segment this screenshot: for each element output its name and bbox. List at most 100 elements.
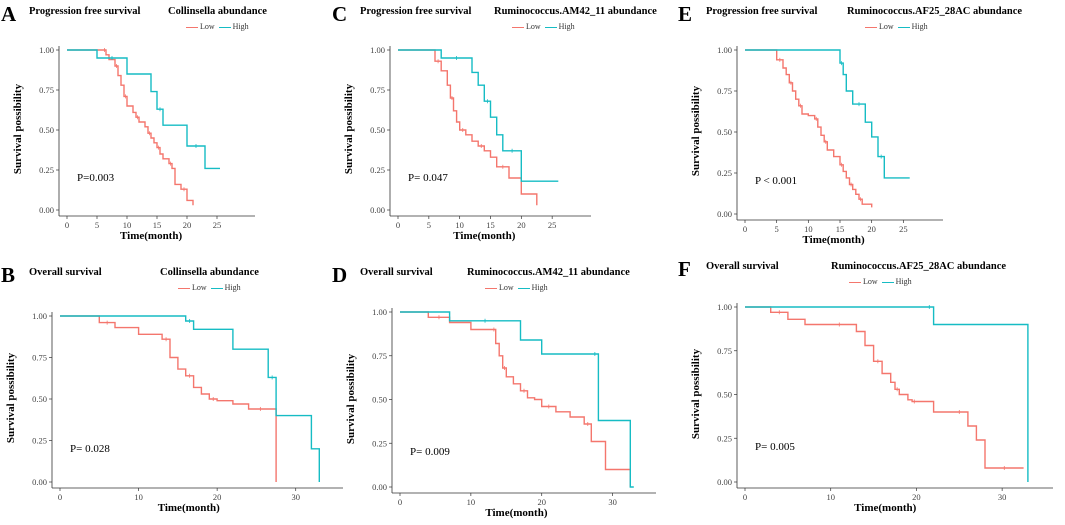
legend-label-high: High [531,283,548,292]
y-tick-label: 0.75 [372,351,387,361]
legend-title-a: Collinsella abundance [168,6,267,17]
legend-swatch-high [517,287,530,289]
y-tick-label: 1.00 [717,302,732,312]
y-tick-label: 0.25 [372,438,387,448]
y-tick-label: 1.00 [32,311,47,321]
x-axis-label-a: Time(month) [120,230,183,242]
panel-letter-c: C [332,2,348,26]
legend-c: Low High [508,22,575,31]
legend-title-e: Ruminococcus.AF25_28AC abundance [847,6,1023,17]
p-value-f: P= 0.005 [755,441,795,453]
legend-title-d: Ruminococcus.AM42_11 abundance [467,267,630,278]
x-tick-label: 20 [537,497,546,507]
y-tick-label: 1.00 [717,45,732,55]
legend-swatch-high [210,287,223,289]
x-tick-label: 20 [183,220,192,230]
legend-d: Low High [481,283,548,292]
x-tick-label: 25 [899,224,908,234]
y-tick-label: 0.75 [370,85,385,95]
y-tick-label: 0.50 [32,394,47,404]
y-tick-label: 0.00 [717,209,732,219]
panel-title-a: Progression free survival [29,6,141,17]
y-tick-label: 0.75 [717,86,732,96]
panel-title-b: Overall survival [29,267,102,278]
legend-swatch-high [897,26,910,28]
x-tick-label: 15 [486,220,495,230]
y-tick-label: 0.25 [39,165,54,175]
y-tick-label: 0.00 [370,205,385,215]
x-tick-label: 5 [427,220,431,230]
legend-swatch-high [881,281,894,283]
panel-letter-f: F [678,257,691,281]
series-line-high [745,306,1029,482]
legend-title-f: Ruminococcus.AF25_28AC abundance [831,261,1007,272]
panel-letter-e: E [678,2,693,26]
y-tick-label: 0.25 [32,436,47,446]
series-line-low [398,49,538,206]
x-axis-label-c: Time(month) [453,230,516,242]
panel-letter-a: A [1,2,17,26]
x-tick-label: 5 [95,220,99,230]
x-tick-label: 30 [291,492,300,502]
legend-label-high: High [911,22,928,31]
x-tick-label: 10 [826,492,835,502]
x-tick-label: 0 [743,492,747,502]
y-tick-label: 0.00 [372,482,387,492]
y-tick-label: 0.50 [372,395,387,405]
legend-label-low: Low [200,22,215,31]
x-tick-label: 30 [608,497,617,507]
y-tick-label: 1.00 [372,307,387,317]
x-tick-label: 10 [123,220,132,230]
legend-label-low: Low [499,283,514,292]
y-tick-label: 0.50 [717,390,732,400]
y-tick-label: 1.00 [370,45,385,55]
y-tick-label: 0.25 [717,433,732,443]
legend-label-high: High [232,22,249,31]
series-line-high [400,311,634,488]
x-tick-label: 0 [396,220,400,230]
p-value-c: P= 0.047 [408,172,448,184]
legend-label-high: High [895,277,912,286]
x-tick-label: 30 [998,492,1007,502]
x-tick-label: 10 [455,220,464,230]
x-tick-label: 10 [467,497,476,507]
x-tick-label: 15 [836,224,845,234]
legend-swatch-high [544,26,557,28]
x-tick-label: 10 [134,492,143,502]
x-tick-label: 20 [912,492,921,502]
x-tick-label: 10 [804,224,813,234]
x-tick-label: 25 [213,220,222,230]
legend-swatch-low [865,26,877,28]
legend-swatch-low [512,26,524,28]
y-tick-label: 0.75 [32,353,47,363]
legend-label-high: High [224,283,241,292]
legend-label-low: Low [879,22,894,31]
y-tick-label: 0.00 [32,477,47,487]
legend-label-low: Low [863,277,878,286]
x-tick-label: 20 [213,492,222,502]
x-tick-label: 0 [65,220,69,230]
x-tick-label: 15 [153,220,162,230]
legend-label-low: Low [192,283,207,292]
x-axis-label-b: Time(month) [157,502,220,514]
legend-title-b: Collinsella abundance [160,267,259,278]
legend-a: Low High [182,22,249,31]
y-tick-label: 0.75 [39,85,54,95]
legend-swatch-low [186,26,198,28]
series-line-low [745,49,873,208]
legend-e: Low High [861,22,928,31]
x-tick-label: 20 [517,220,526,230]
y-tick-label: 0.50 [717,127,732,137]
y-tick-label: 0.75 [717,346,732,356]
p-value-a: P=0.003 [77,172,115,184]
series-line-low [745,306,1024,469]
series-line-high [67,49,220,170]
legend-title-c: Ruminococcus.AM42_11 abundance [494,6,657,17]
